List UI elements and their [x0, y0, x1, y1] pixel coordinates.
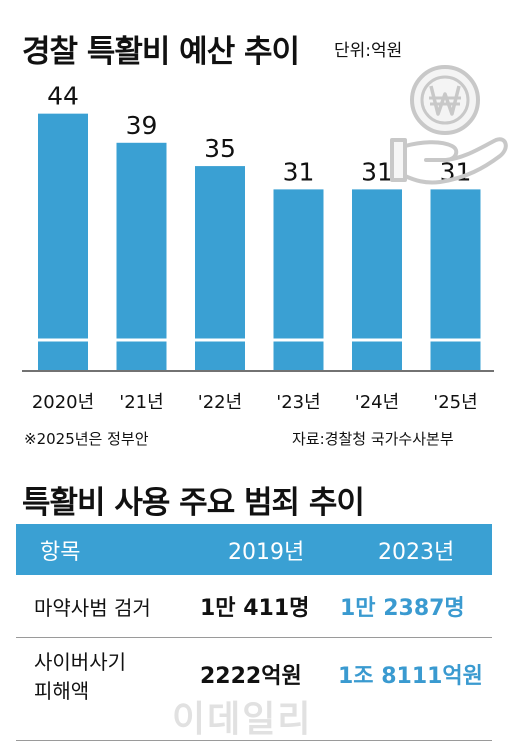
x-tick-label: '23년: [276, 392, 320, 413]
row-label-line2: 피해액: [34, 679, 90, 703]
bar-value-label: 39: [126, 111, 158, 140]
row-divider: [16, 637, 492, 638]
x-tick-label: '22년: [198, 392, 242, 413]
watermark: 이데일리: [172, 699, 313, 740]
row-label: 사이버사기: [34, 650, 126, 674]
bar-value-label: 35: [204, 134, 236, 163]
value-2023: 1조 8111억원: [338, 664, 483, 689]
value-2019: 2222억원: [200, 664, 302, 689]
header-2023: 2023년: [378, 540, 455, 565]
x-tick-label: '24년: [355, 392, 399, 413]
bar: [38, 113, 88, 371]
row-label: 마약사범 검거: [34, 596, 151, 620]
bar: [430, 189, 481, 370]
x-tick-label: 2020년: [32, 392, 94, 413]
footnote: ※2025년은 정부안: [24, 430, 149, 448]
bar: [116, 142, 167, 370]
bar: [352, 189, 402, 370]
table-bottom-line: [16, 740, 492, 741]
bar-value-label: 44: [47, 82, 79, 111]
bar-value-label: 31: [283, 157, 315, 186]
value-2019: 1만 411명: [200, 596, 310, 621]
x-tick-label: '25년: [433, 392, 477, 413]
bar-value-label: 31: [361, 157, 393, 186]
header-2019: 2019년: [228, 540, 305, 565]
chart-title: 경찰 특활비 예산 추이: [22, 34, 300, 70]
table-header: 항목 2019년 2023년: [16, 524, 492, 575]
x-tick-label: '21년: [119, 392, 163, 413]
value-2023: 1만 2387명: [340, 596, 465, 621]
bar: [195, 166, 245, 370]
won-coin-hand-icon: [390, 65, 508, 185]
source-note: 자료:경찰청 국가수사본부: [292, 430, 454, 448]
header-item: 항목: [40, 540, 81, 565]
unit-label: 단위:억원: [334, 41, 403, 61]
table-title: 특활비 사용 주요 범죄 추이: [22, 485, 365, 521]
bar: [273, 189, 324, 370]
